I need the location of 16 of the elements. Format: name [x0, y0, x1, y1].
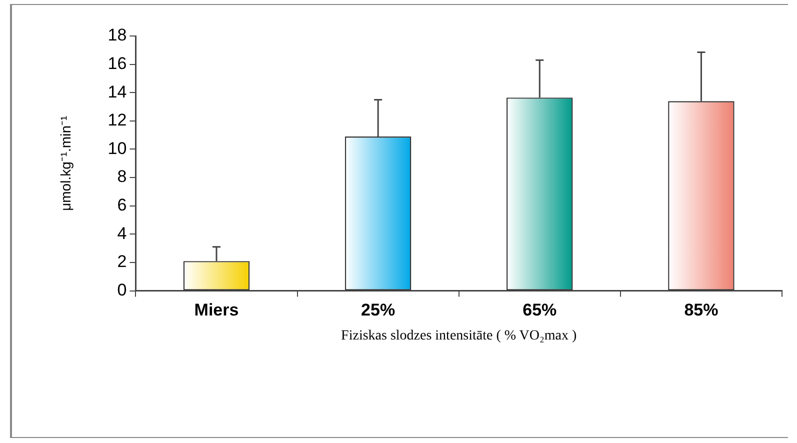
- x-tick-label: 65%: [522, 300, 557, 320]
- x-axis-title: Fiziskas slodzes intensitāte ( % VO₂max ): [341, 328, 577, 344]
- y-tick-label: 12: [108, 110, 127, 130]
- x-tick-label: 25%: [361, 300, 396, 320]
- y-tick-label: 8: [117, 167, 127, 186]
- x-tick-label: Miers: [194, 300, 239, 320]
- y-tick-label: 10: [108, 138, 127, 158]
- y-tick-label: 14: [108, 82, 127, 102]
- x-tick-label: 85%: [684, 300, 718, 320]
- y-axis-title: μmol.kg⁻¹.min⁻¹: [57, 116, 74, 211]
- y-tick-label: 18: [108, 26, 127, 45]
- y-tick-label: 0: [117, 280, 127, 300]
- y-tick-label: 4: [117, 224, 127, 243]
- y-tick-label: 16: [108, 54, 127, 73]
- y-tick-label: 2: [117, 252, 127, 272]
- y-tick-label: 6: [117, 196, 127, 215]
